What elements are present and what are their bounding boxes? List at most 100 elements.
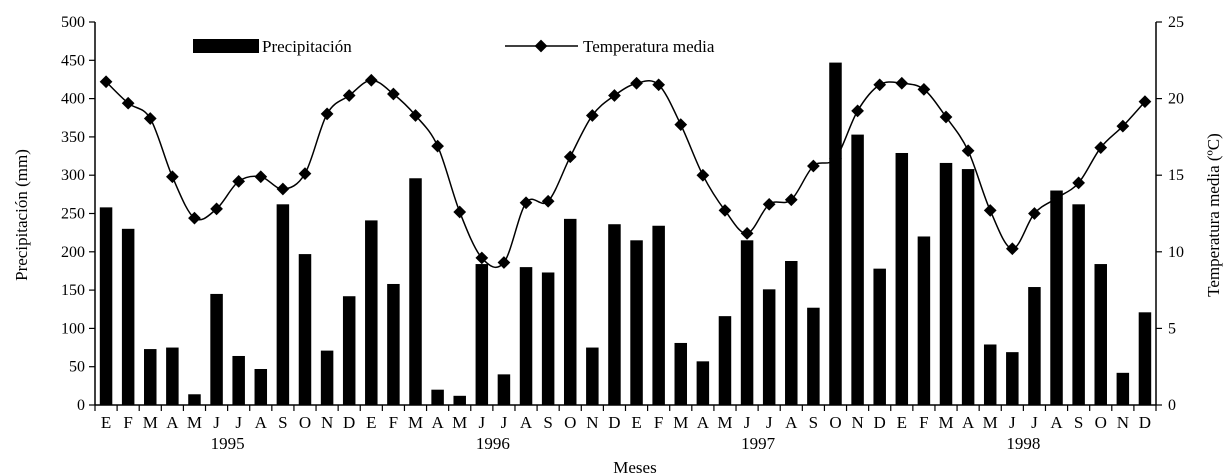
temperature-point <box>541 194 555 208</box>
precipitation-bar <box>342 296 356 405</box>
month-label: O <box>829 413 841 432</box>
y-tick-label: 350 <box>61 129 85 146</box>
month-label: E <box>897 413 907 432</box>
month-label: F <box>654 413 663 432</box>
temperature-point <box>320 107 334 121</box>
month-label: A <box>431 413 444 432</box>
y2-tick-label: 25 <box>1168 14 1184 31</box>
precipitation-bar <box>1094 264 1107 405</box>
y-tick-label: 400 <box>61 91 85 108</box>
y2-tick-label: 10 <box>1168 244 1184 261</box>
temperature-point <box>563 150 577 164</box>
temperature-point <box>1005 242 1019 256</box>
month-label: S <box>543 413 552 432</box>
precipitation-bar <box>1072 204 1085 405</box>
temperature-point <box>608 89 621 102</box>
month-label: J <box>235 413 242 432</box>
month-label: M <box>938 413 953 432</box>
precipitation-bar <box>696 361 710 405</box>
temperature-point <box>232 174 246 188</box>
precipitation-bar <box>519 267 533 405</box>
temperature-point <box>961 144 975 158</box>
temperature-point <box>431 139 444 153</box>
precipitation-bar <box>873 268 886 405</box>
precipitation-bar <box>1116 372 1130 405</box>
temperature-series <box>99 73 1152 269</box>
precipitation-bar <box>895 152 909 405</box>
y2-tick-label: 20 <box>1168 91 1184 108</box>
y-tick-label: 150 <box>61 282 85 299</box>
precipitation-bar <box>740 240 754 405</box>
precipitation-bar <box>121 228 135 405</box>
precipitation-bar <box>785 260 798 405</box>
precipitation-bar <box>851 134 864 406</box>
precipitation-bar <box>99 207 113 405</box>
month-label: M <box>717 413 732 432</box>
month-label: F <box>919 413 928 432</box>
precipitation-bar <box>608 224 621 405</box>
y-tick-label: 50 <box>69 359 85 376</box>
month-label: E <box>101 413 111 432</box>
month-label: A <box>697 413 710 432</box>
precipitation-bar <box>409 178 422 405</box>
year-label: 1995 <box>211 434 245 453</box>
precipitation-bar <box>276 204 290 405</box>
y2-tick-label: 15 <box>1168 167 1184 184</box>
month-label: F <box>389 413 398 432</box>
temperature-point <box>254 170 268 184</box>
precipitation-bar <box>541 272 555 405</box>
precipitation-bar <box>475 264 489 405</box>
month-label: A <box>962 413 975 432</box>
temperature-point <box>630 76 643 90</box>
y2-axis-title: Temperatura media (ºC) <box>1204 133 1223 297</box>
precipitation-bar <box>674 342 688 405</box>
precipitation-bar <box>983 344 997 405</box>
precipitation-bar <box>365 220 378 405</box>
x-axis-title: Meses <box>613 458 656 476</box>
legend: Precipitación Temperatura media <box>193 37 715 56</box>
month-label: M <box>673 413 688 432</box>
month-label: N <box>851 413 863 432</box>
temperature-point <box>718 204 732 217</box>
month-label: A <box>1050 413 1063 432</box>
month-label: O <box>1095 413 1107 432</box>
temperature-point <box>210 202 223 216</box>
temperature-point <box>519 196 533 210</box>
precipitation-bar <box>1050 190 1063 405</box>
year-label: 1996 <box>476 434 510 453</box>
temperature-point <box>895 76 909 90</box>
temperature-point <box>983 204 997 217</box>
temperature-point <box>364 73 378 87</box>
precipitation-bar <box>320 350 334 405</box>
month-label: S <box>1074 413 1083 432</box>
month-label: M <box>983 413 998 432</box>
temperature-point <box>851 104 864 118</box>
precipitation-bar <box>497 374 511 405</box>
y-tick-label: 0 <box>77 397 85 414</box>
axis-labels: 0 50 100 150 200 250 300 350 400 450 500 0 5 10 15 20 25… <box>61 14 1184 453</box>
temperature-point <box>740 227 754 240</box>
month-label: A <box>785 413 798 432</box>
temperature-point <box>497 256 511 269</box>
temperature-point <box>453 205 467 219</box>
y-tick-label: 200 <box>61 244 85 261</box>
month-label: N <box>586 413 598 432</box>
month-label: D <box>608 413 620 432</box>
temperature-point <box>298 167 312 181</box>
precipitation-bar <box>630 240 643 405</box>
month-label: D <box>874 413 886 432</box>
legend-temperature-label: Temperatura media <box>583 37 715 56</box>
y2-tick-label: 5 <box>1168 320 1176 337</box>
year-label: 1998 <box>1006 434 1040 453</box>
temperature-point <box>166 170 179 184</box>
precipitation-bar <box>232 355 245 405</box>
temperature-point <box>674 118 688 132</box>
legend-precipitation-swatch <box>193 39 259 53</box>
precipitation-bar <box>254 368 268 405</box>
month-label: N <box>321 413 333 432</box>
month-label: D <box>1139 413 1151 432</box>
month-label: M <box>187 413 202 432</box>
precipitation-bar <box>917 236 931 405</box>
precipitation-bar <box>144 349 157 405</box>
month-label: J <box>1009 413 1016 432</box>
